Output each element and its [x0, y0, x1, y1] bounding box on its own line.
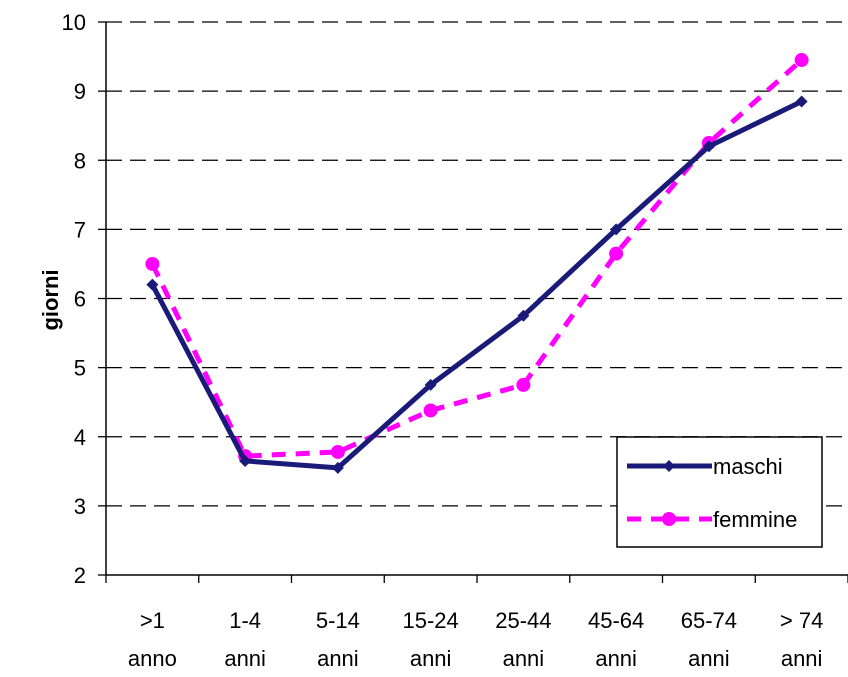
data-point-femmine-3 — [423, 403, 438, 418]
series-line-femmine — [150, 58, 804, 459]
x-tick-label-line: 1-4 — [229, 608, 261, 633]
data-point-maschi-4 — [517, 309, 530, 322]
y-tick-label-7: 7 — [74, 217, 86, 242]
x-tick-label-line: anni — [688, 646, 730, 671]
data-point-femmine-5 — [609, 246, 624, 261]
y-tick-labels: 2 3 4 5 6 7 8 9 10 — [62, 10, 86, 588]
x-tick-label-line: anni — [224, 646, 266, 671]
x-tick-label-3: 15-24 anni — [402, 608, 458, 671]
x-tick-label-line: 45-64 — [588, 608, 644, 633]
data-point-maschi-1 — [239, 454, 252, 467]
x-tick-label-7: > 74 anni — [780, 608, 823, 671]
x-tick-label-line: anno — [128, 646, 177, 671]
series-maschi — [146, 95, 808, 474]
data-point-maschi-6 — [702, 140, 715, 153]
x-tick-label-2: 5-14 anni — [316, 608, 360, 671]
y-tick-label-9: 9 — [74, 79, 86, 104]
data-point-femmine-0 — [145, 256, 160, 271]
data-point-maschi-5 — [610, 223, 623, 236]
data-point-femmine-4 — [516, 377, 531, 392]
x-tick-label-line: > 74 — [780, 608, 823, 633]
data-point-maschi-2 — [331, 461, 344, 474]
legend-maschi-label: maschi — [713, 454, 783, 479]
legend-femmine-marker — [662, 512, 676, 526]
x-tick-label-line: 5-14 — [316, 608, 360, 633]
y-tick-label-5: 5 — [74, 356, 86, 381]
x-tick-label-line: 25-44 — [495, 608, 551, 633]
data-point-maschi-3 — [424, 378, 437, 391]
x-tick-label-line: anni — [317, 646, 359, 671]
data-point-maschi-7 — [795, 95, 808, 108]
x-tick-label-line: anni — [781, 646, 823, 671]
data-point-femmine-7 — [794, 53, 809, 68]
x-tick-label-line: anni — [595, 646, 637, 671]
x-tick-label-1: 1-4 anni — [224, 608, 266, 671]
y-tick-label-8: 8 — [74, 148, 86, 173]
data-point-femmine-2 — [330, 444, 345, 459]
axes — [98, 21, 848, 583]
y-tick-label-2: 2 — [74, 563, 86, 588]
x-tick-label-6: 65-74 anni — [681, 608, 737, 671]
legend-maschi-marker — [663, 460, 675, 472]
series-group — [145, 53, 809, 474]
x-tick-label-4: 25-44 anni — [495, 608, 551, 671]
x-tick-label-line: anni — [503, 646, 545, 671]
x-tick-label-line: anni — [410, 646, 452, 671]
y-tick-label-4: 4 — [74, 425, 86, 450]
data-point-maschi-0 — [146, 278, 159, 291]
series-line-maschi — [150, 99, 803, 471]
series-femmine — [145, 53, 809, 464]
x-tick-label-line: 65-74 — [681, 608, 737, 633]
legend: maschi femmine — [616, 436, 823, 548]
x-tick-label-line: 15-24 — [402, 608, 458, 633]
legend-femmine-label: femmine — [713, 507, 797, 532]
y-tick-label-3: 3 — [74, 494, 86, 519]
y-tick-label-10: 10 — [62, 10, 86, 35]
x-tick-label-5: 45-64 anni — [588, 608, 644, 671]
grid-lines — [106, 21, 848, 507]
y-axis-label: giorni — [38, 269, 63, 330]
y-tick-label-6: 6 — [74, 287, 86, 312]
legend-box — [616, 436, 823, 548]
x-tick-label-0: >1 anno — [128, 608, 177, 671]
x-tick-label-line: >1 — [140, 608, 165, 633]
